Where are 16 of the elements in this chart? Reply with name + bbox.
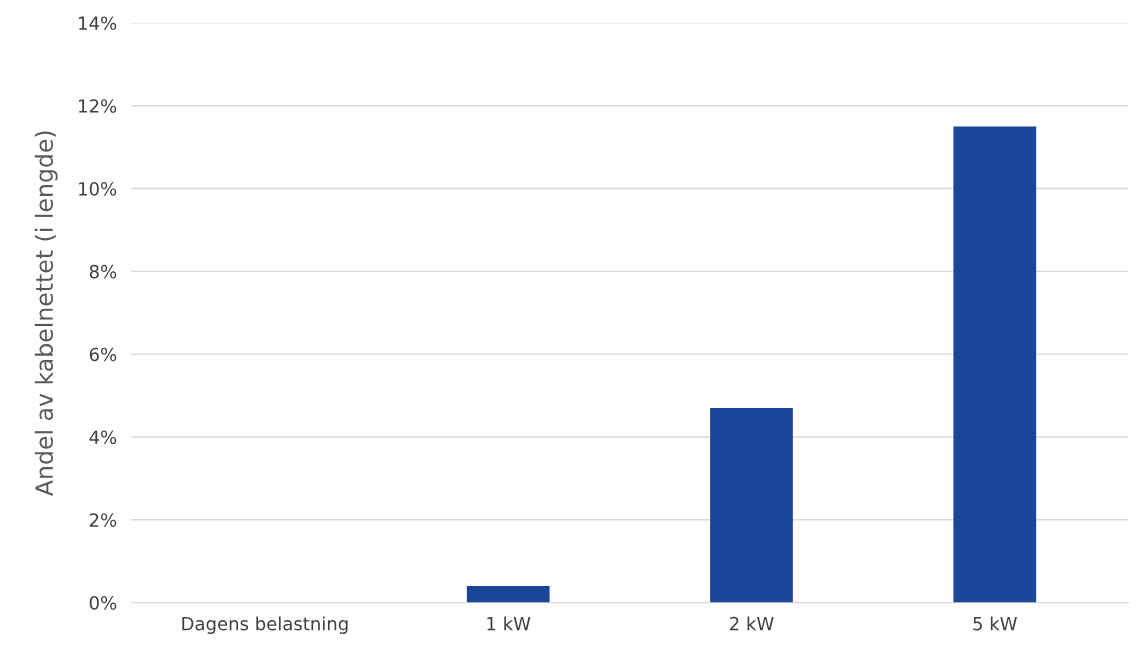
x-tick-label: 2 kW (730, 616, 774, 631)
y-tick-label: 2% (89, 513, 117, 527)
y-tick-label: 12% (79, 99, 117, 113)
x-tick-label: 5 kW (973, 616, 1017, 631)
y-tick-label: 0% (89, 596, 117, 610)
bar (466, 586, 550, 603)
bar (953, 126, 1037, 603)
y-tick-label: 14% (79, 16, 117, 31)
y-tick-label: 10% (79, 182, 117, 196)
y-tick-label: 4% (89, 430, 117, 445)
y-tick-label: 8% (89, 264, 117, 279)
x-tick-label: Dagens belastning (182, 616, 348, 634)
bar (710, 407, 793, 603)
x-tick-label: 1 kW (487, 616, 531, 631)
y-axis-title: Andel av kabelnettet (i lengde) (34, 131, 58, 496)
y-tick-label: 6% (89, 347, 117, 362)
